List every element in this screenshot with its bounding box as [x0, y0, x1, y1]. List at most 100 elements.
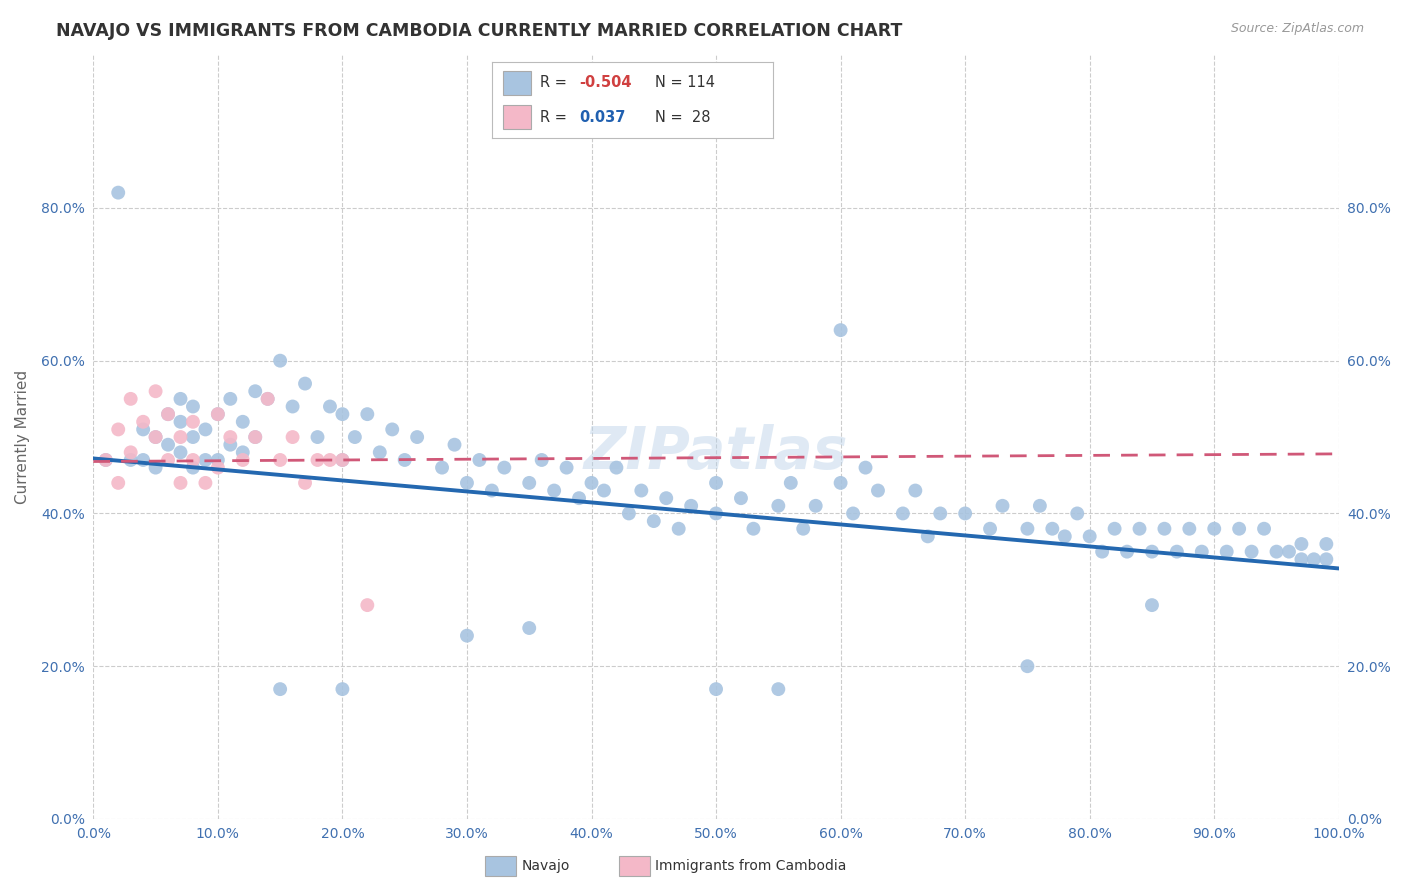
Point	[181, 460, 204, 475]
Point	[704, 682, 727, 697]
Point	[1204, 522, 1226, 536]
Point	[617, 507, 640, 521]
Point	[792, 522, 814, 536]
Point	[406, 430, 429, 444]
Point	[655, 491, 678, 505]
Point	[194, 422, 217, 436]
Point	[593, 483, 616, 498]
Point	[530, 453, 553, 467]
Point	[991, 499, 1014, 513]
Text: 0.037: 0.037	[579, 110, 626, 125]
Point	[1116, 544, 1139, 558]
Point	[1291, 537, 1313, 551]
Point	[581, 475, 603, 490]
Point	[219, 392, 242, 406]
Point	[605, 460, 627, 475]
Point	[157, 407, 180, 421]
Point	[207, 407, 229, 421]
Y-axis label: Currently Married: Currently Married	[15, 370, 30, 504]
Point	[294, 376, 316, 391]
Point	[269, 353, 291, 368]
Point	[1253, 522, 1275, 536]
Point	[891, 507, 914, 521]
Point	[157, 438, 180, 452]
Point	[1017, 522, 1039, 536]
Point	[456, 629, 478, 643]
Point	[181, 430, 204, 444]
Point	[730, 491, 752, 505]
Point	[855, 460, 877, 475]
Point	[1265, 544, 1288, 558]
Point	[157, 453, 180, 467]
Point	[804, 499, 827, 513]
Point	[219, 430, 242, 444]
Point	[169, 430, 191, 444]
Bar	[503, 105, 531, 129]
Point	[269, 682, 291, 697]
Point	[307, 430, 329, 444]
Point	[232, 415, 254, 429]
Point	[1191, 544, 1213, 558]
Point	[1140, 598, 1163, 612]
Point	[430, 460, 453, 475]
Point	[381, 422, 404, 436]
Point	[145, 384, 167, 399]
Point	[132, 415, 155, 429]
Point	[169, 445, 191, 459]
Point	[181, 453, 204, 467]
Point	[194, 475, 217, 490]
Point	[456, 475, 478, 490]
Point	[356, 598, 378, 612]
Point	[120, 453, 142, 467]
Point	[1315, 537, 1337, 551]
Point	[394, 453, 416, 467]
Point	[281, 430, 304, 444]
Point	[307, 453, 329, 467]
Point	[332, 682, 354, 697]
Point	[169, 415, 191, 429]
Point	[94, 453, 117, 467]
Point	[779, 475, 801, 490]
Point	[1078, 529, 1101, 543]
Point	[157, 407, 180, 421]
Point	[181, 400, 204, 414]
Point	[1104, 522, 1126, 536]
Point	[443, 438, 465, 452]
Point	[256, 392, 278, 406]
Point	[145, 430, 167, 444]
Point	[842, 507, 865, 521]
Point	[281, 400, 304, 414]
Point	[219, 438, 242, 452]
Point	[94, 453, 117, 467]
Point	[181, 415, 204, 429]
Point	[768, 499, 790, 513]
Point	[929, 507, 952, 521]
Point	[830, 475, 852, 490]
Point	[517, 621, 540, 635]
Point	[1291, 552, 1313, 566]
Point	[245, 384, 267, 399]
Point	[343, 430, 366, 444]
Point	[742, 522, 765, 536]
Point	[768, 682, 790, 697]
Text: NAVAJO VS IMMIGRANTS FROM CAMBODIA CURRENTLY MARRIED CORRELATION CHART: NAVAJO VS IMMIGRANTS FROM CAMBODIA CURRE…	[56, 22, 903, 40]
Point	[517, 475, 540, 490]
Point	[132, 422, 155, 436]
Text: Source: ZipAtlas.com: Source: ZipAtlas.com	[1230, 22, 1364, 36]
Point	[332, 453, 354, 467]
Text: N =  28: N = 28	[655, 110, 710, 125]
Point	[107, 475, 129, 490]
Point	[681, 499, 703, 513]
Point	[830, 323, 852, 337]
Point	[120, 392, 142, 406]
Point	[319, 400, 342, 414]
Point	[132, 453, 155, 467]
Point	[207, 460, 229, 475]
Point	[145, 430, 167, 444]
Point	[1066, 507, 1088, 521]
Point	[107, 422, 129, 436]
Point	[568, 491, 591, 505]
Point	[332, 407, 354, 421]
Point	[207, 407, 229, 421]
Text: R =: R =	[540, 76, 571, 90]
